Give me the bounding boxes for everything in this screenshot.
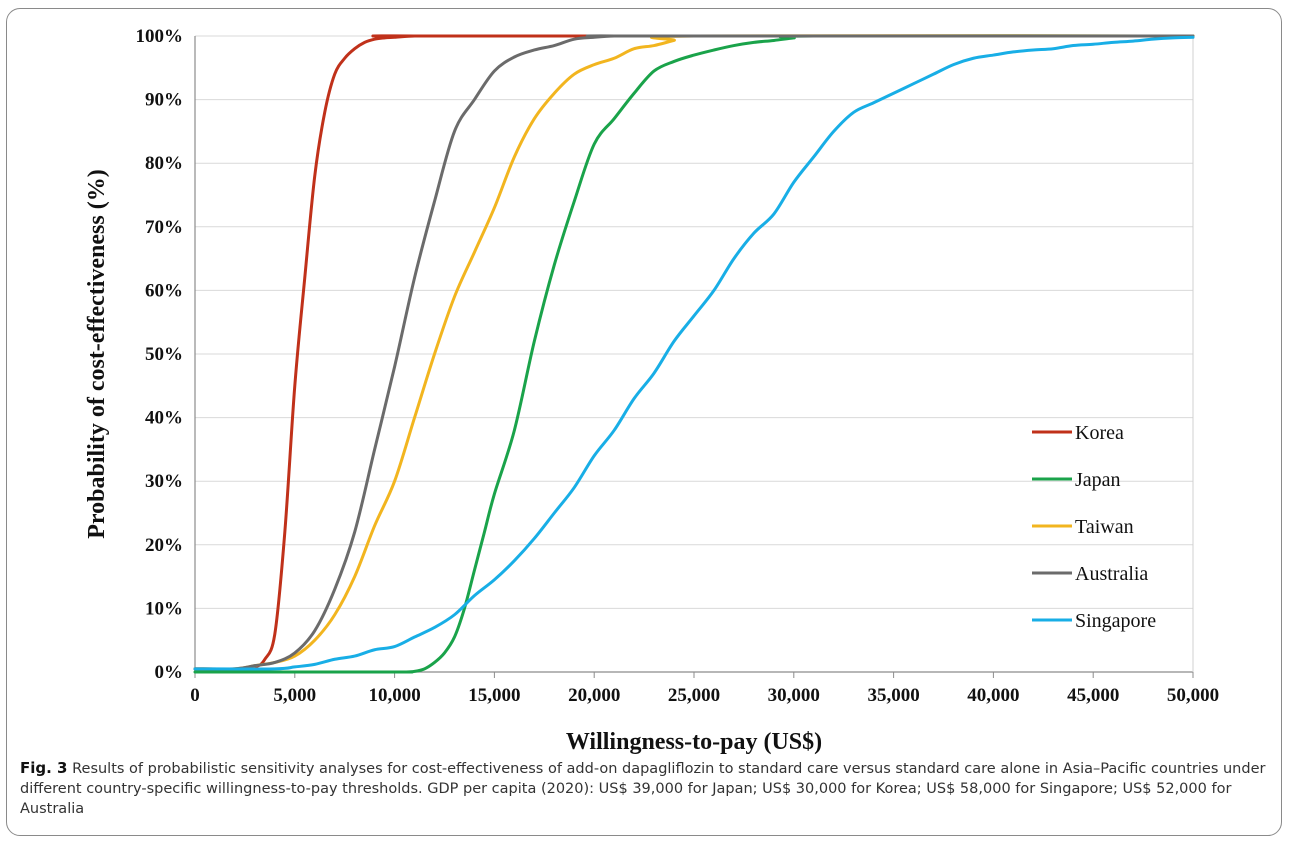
series-line-australia bbox=[193, 34, 1195, 671]
x-tick-label: 50,000 bbox=[1167, 685, 1219, 706]
x-tick-label: 35,000 bbox=[867, 685, 919, 706]
legend-label-taiwan: Taiwan bbox=[1075, 516, 1134, 538]
y-tick-label: 80% bbox=[145, 153, 183, 174]
y-tick-label: 60% bbox=[145, 280, 183, 301]
x-tick-label: 40,000 bbox=[967, 685, 1019, 706]
figure-frame bbox=[6, 8, 1282, 836]
x-tick-label: 30,000 bbox=[768, 685, 820, 706]
y-tick-label: 70% bbox=[145, 217, 183, 238]
y-tick-label: 20% bbox=[145, 535, 183, 556]
series-line-japan bbox=[193, 34, 1195, 674]
series-line-taiwan bbox=[193, 34, 1195, 671]
gridlines bbox=[195, 35, 1193, 609]
y-tick-label: 10% bbox=[145, 598, 183, 619]
x-axis-title: Willingness-to-pay (US$) bbox=[566, 729, 822, 755]
y-tick-label: 100% bbox=[136, 26, 184, 47]
legend-label-singapore: Singapore bbox=[1075, 610, 1156, 632]
legend-label-australia: Australia bbox=[1075, 563, 1148, 585]
x-tick-label: 45,000 bbox=[1067, 685, 1119, 706]
legend-label-japan: Japan bbox=[1075, 469, 1121, 491]
series-line-singapore bbox=[193, 35, 1195, 671]
series-lines bbox=[193, 34, 1195, 674]
x-tick-label: 0 bbox=[190, 685, 200, 706]
legend-label-korea: Korea bbox=[1075, 422, 1124, 444]
x-tick-label: 15,000 bbox=[468, 685, 520, 706]
axes bbox=[194, 36, 1194, 678]
x-tick-label: 25,000 bbox=[668, 685, 720, 706]
x-tick-label: 5,000 bbox=[273, 685, 316, 706]
y-axis-title: Probability of cost-effectiveness (%) bbox=[84, 169, 110, 538]
y-tick-label: 0% bbox=[155, 662, 184, 683]
x-tick-label: 20,000 bbox=[568, 685, 620, 706]
y-tick-label: 40% bbox=[145, 408, 183, 429]
y-tick-label: 30% bbox=[145, 471, 183, 492]
series-line-korea bbox=[193, 34, 1195, 671]
line-chart: 0% 10% 20% 30% 40% 50% 60% 70% 80% 90% 100% 0 5,000 1… bbox=[84, 26, 1220, 755]
y-tick-label: 50% bbox=[145, 344, 183, 365]
tick-labels: 0% 10% 20% 30% 40% 50% 60% 70% 80% 90% 100% 0 5,000 1… bbox=[136, 26, 1220, 706]
caption-label: Fig. 3 bbox=[20, 759, 68, 777]
x-tick-label: 10,000 bbox=[368, 685, 420, 706]
legend: Korea Japan Taiwan Australia Singapore bbox=[1032, 422, 1156, 632]
figure-caption: Fig. 3 Results of probabilistic sensitiv… bbox=[20, 758, 1270, 819]
y-tick-label: 90% bbox=[145, 90, 183, 111]
caption-text: Results of probabilistic sensitivity ana… bbox=[20, 761, 1266, 817]
